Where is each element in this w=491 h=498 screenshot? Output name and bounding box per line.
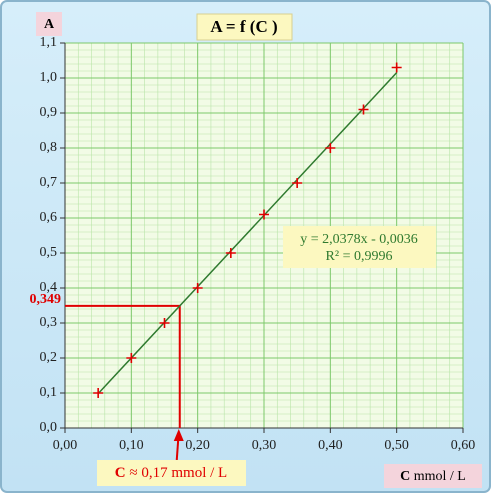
reading-y-label: 0,349	[30, 292, 62, 307]
data-point	[126, 353, 137, 363]
data-point	[391, 62, 402, 73]
chart-title: A = f (C )	[210, 17, 277, 36]
data-point	[93, 388, 104, 398]
x-tick-label: 0,60	[451, 438, 476, 453]
arrow-head	[173, 429, 184, 441]
y-tick-label: 0,9	[40, 105, 58, 120]
y-tick-label: 0,0	[40, 420, 58, 435]
reading-label: C ≈ 0,17 mmol / L	[115, 465, 227, 481]
reading-box	[97, 460, 246, 486]
y-tick-label: 1,0	[40, 70, 58, 85]
y-label-box	[36, 12, 62, 36]
x-tick-label: 0,20	[185, 438, 210, 453]
data-point	[225, 248, 236, 258]
y-tick-label: 0,6	[40, 210, 58, 225]
y-tick-label: 0,5	[40, 245, 58, 260]
y-axis-label: A	[44, 17, 55, 32]
trend-line	[97, 72, 398, 395]
y-tick-label: 0,3	[40, 315, 58, 330]
y-tick-label: 0,7	[40, 175, 58, 190]
title-box	[196, 13, 293, 41]
y-tick-label: 1,1	[40, 35, 58, 50]
x-tick-label: 0,30	[252, 438, 277, 453]
x-tick-label: 0,50	[384, 438, 409, 453]
data-point	[159, 318, 170, 328]
y-tick-label: 0,2	[40, 350, 58, 365]
equation: y = 2,0378x - 0,0036	[300, 232, 418, 247]
data-point	[259, 209, 269, 220]
reading-symbol: C	[115, 465, 126, 481]
data-point	[325, 143, 336, 153]
x-label-unit: mmol / L	[414, 469, 466, 484]
x-label-box	[384, 464, 482, 488]
data-point	[192, 283, 203, 293]
data-point	[292, 178, 303, 188]
reading-text: ≈ 0,17 mmol / L	[129, 465, 227, 481]
r-squared: R² = 0,9996	[326, 249, 393, 264]
x-tick-label: 0,10	[119, 438, 144, 453]
y-tick-label: 0,4	[40, 280, 58, 295]
data-point	[358, 104, 369, 115]
x-tick-label: 0,40	[318, 438, 343, 453]
x-axis-label: C mmol / L	[400, 469, 466, 484]
y-tick-label: 0,1	[40, 385, 58, 400]
y-tick-label: 0,8	[40, 140, 58, 155]
x-label-symbol: C	[400, 469, 410, 484]
equation-box	[283, 226, 436, 268]
x-tick-label: 0,00	[53, 438, 78, 453]
